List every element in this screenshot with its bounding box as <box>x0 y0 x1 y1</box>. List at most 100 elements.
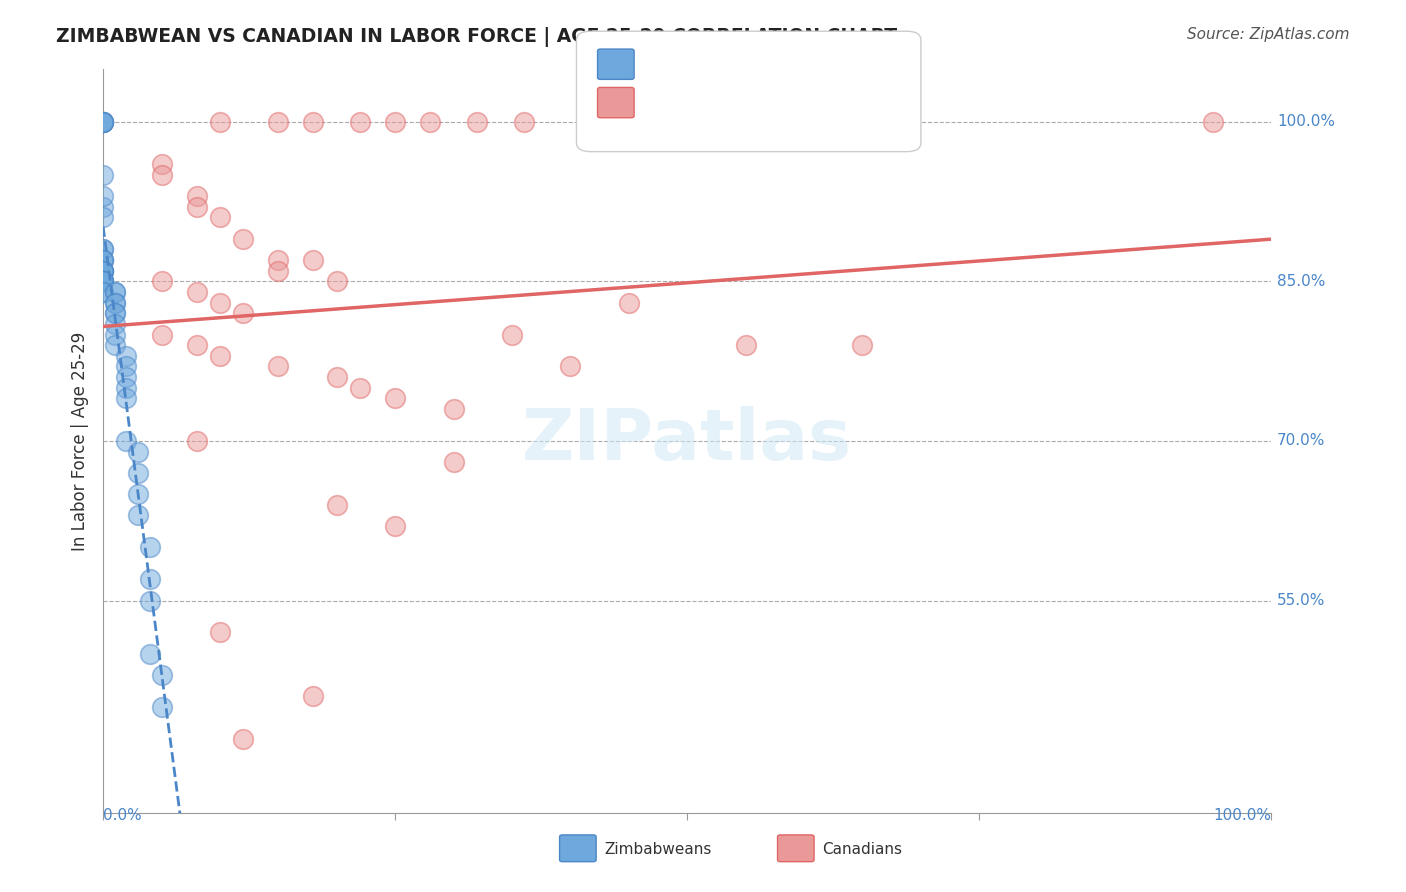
Point <box>91 285 114 299</box>
Point <box>91 114 114 128</box>
Point <box>139 541 162 555</box>
Point <box>302 114 325 128</box>
Point <box>127 466 149 480</box>
Point <box>186 285 208 299</box>
Point <box>91 274 114 288</box>
Text: -0.299: -0.299 <box>682 55 747 73</box>
Point <box>150 168 173 182</box>
Text: Source: ZipAtlas.com: Source: ZipAtlas.com <box>1187 27 1350 42</box>
Point <box>115 359 138 374</box>
Point <box>267 359 290 374</box>
Point <box>384 392 406 406</box>
Point <box>443 455 465 469</box>
Point <box>501 327 523 342</box>
Point <box>443 402 465 417</box>
Point <box>104 306 127 320</box>
Point <box>326 370 349 384</box>
Point <box>127 508 149 523</box>
Point <box>104 306 127 320</box>
Point <box>115 434 138 448</box>
Point <box>91 253 114 268</box>
Point <box>91 253 114 268</box>
Point <box>91 114 114 128</box>
Point <box>91 274 114 288</box>
Point <box>91 200 114 214</box>
Text: R =: R = <box>643 94 682 112</box>
Point <box>139 572 162 586</box>
Point <box>150 157 173 171</box>
Point <box>465 114 488 128</box>
Point <box>91 274 114 288</box>
Point <box>91 263 114 277</box>
Text: 70.0%: 70.0% <box>1277 434 1326 449</box>
Point <box>91 263 114 277</box>
Point <box>150 668 173 682</box>
Point <box>91 114 114 128</box>
Point <box>91 263 114 277</box>
Point <box>267 263 290 277</box>
Point <box>384 519 406 533</box>
Point <box>384 114 406 128</box>
Point <box>232 232 254 246</box>
Point <box>127 487 149 501</box>
Point <box>851 338 873 352</box>
Point <box>91 168 114 182</box>
Text: 85.0%: 85.0% <box>1277 274 1326 289</box>
Point <box>115 370 138 384</box>
Point <box>349 381 371 395</box>
Point <box>232 306 254 320</box>
Text: ZIMBABWEAN VS CANADIAN IN LABOR FORCE | AGE 25-29 CORRELATION CHART: ZIMBABWEAN VS CANADIAN IN LABOR FORCE | … <box>56 27 897 46</box>
Point <box>267 253 290 268</box>
Point <box>91 211 114 225</box>
Point <box>326 498 349 512</box>
Point <box>326 274 349 288</box>
Text: ZIPatlas: ZIPatlas <box>522 407 852 475</box>
Point <box>208 211 231 225</box>
Text: 100.0%: 100.0% <box>1213 808 1271 823</box>
Point <box>91 285 114 299</box>
Point <box>208 349 231 363</box>
Text: 0.214: 0.214 <box>682 94 737 112</box>
Point <box>617 295 640 310</box>
Point <box>115 349 138 363</box>
Point <box>91 243 114 257</box>
Point <box>512 114 534 128</box>
Point <box>349 114 371 128</box>
Point <box>104 295 127 310</box>
Text: 0.0%: 0.0% <box>103 808 142 823</box>
Point <box>115 381 138 395</box>
Text: R =: R = <box>643 55 682 73</box>
Point <box>186 434 208 448</box>
Point <box>186 200 208 214</box>
Point <box>104 317 127 331</box>
Point <box>91 263 114 277</box>
Text: 55.0%: 55.0% <box>1277 593 1326 608</box>
Point <box>186 338 208 352</box>
Point <box>91 243 114 257</box>
Point <box>91 253 114 268</box>
Point <box>104 338 127 352</box>
Point <box>104 295 127 310</box>
Point <box>91 114 114 128</box>
Point <box>734 338 756 352</box>
Point <box>91 274 114 288</box>
Text: Canadians: Canadians <box>823 842 903 856</box>
Point <box>208 114 231 128</box>
Point <box>302 253 325 268</box>
Text: 100.0%: 100.0% <box>1277 114 1336 129</box>
Point <box>419 114 441 128</box>
Point <box>91 114 114 128</box>
Point <box>208 625 231 640</box>
Point <box>150 274 173 288</box>
Point <box>91 274 114 288</box>
Point <box>91 189 114 203</box>
Point <box>267 114 290 128</box>
Point <box>560 359 582 374</box>
Point <box>232 731 254 746</box>
Point <box>150 327 173 342</box>
Point <box>139 593 162 607</box>
Text: Zimbabweans: Zimbabweans <box>605 842 711 856</box>
Point <box>104 285 127 299</box>
Point <box>139 647 162 661</box>
Point <box>208 295 231 310</box>
